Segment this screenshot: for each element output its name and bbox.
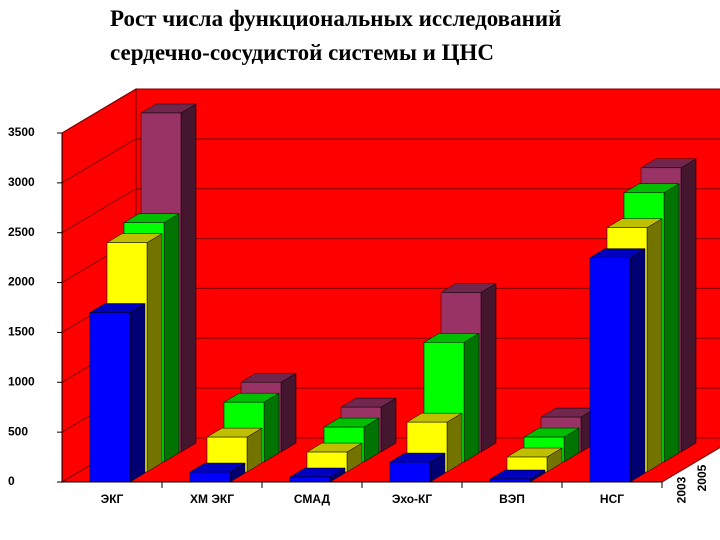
depth-label: 2003 — [674, 476, 688, 503]
bar — [289, 476, 331, 483]
y-tick-label: 3000 — [8, 175, 35, 189]
bar — [89, 312, 131, 483]
x-tick-label: НСГ — [600, 492, 624, 506]
bar-side — [263, 392, 280, 463]
y-tick-label: 1000 — [8, 374, 35, 388]
y-tick-label: 1500 — [8, 325, 35, 339]
grid-line — [61, 138, 720, 184]
y-tick-label: 0 — [8, 474, 15, 488]
bar — [489, 478, 531, 483]
x-tick-label: ВЭП — [499, 492, 525, 506]
grid-line — [61, 88, 720, 134]
y-tick-label: 2500 — [8, 225, 35, 239]
bar-side — [163, 213, 180, 463]
grid-line — [61, 188, 720, 234]
chart-title: сердечно-сосудистой системы и ЦНС — [110, 40, 494, 65]
bar-side — [180, 103, 197, 453]
depth-label: 2005 — [695, 464, 709, 491]
bar — [189, 471, 231, 483]
x-tick-label: ЭКГ — [101, 492, 124, 506]
y-tick-label: 3500 — [8, 125, 35, 139]
x-tick-label: Эхо-КГ — [392, 492, 433, 506]
bar-side — [463, 332, 480, 463]
x-tick-label: ХМ ЭКГ — [190, 492, 234, 506]
x-tick-label: СМАД — [294, 492, 331, 506]
bar-side — [129, 303, 146, 483]
chart-title: Рост числа функциональных исследований — [110, 6, 561, 31]
back-wall — [136, 89, 720, 438]
bar-side — [680, 158, 697, 453]
bar-side — [446, 412, 463, 473]
bar-side — [629, 248, 646, 483]
bar-side — [663, 183, 680, 463]
bar-side — [280, 372, 297, 453]
bar-side — [480, 283, 497, 453]
bar-side — [146, 233, 163, 473]
bar-side — [646, 218, 663, 473]
bar — [589, 257, 631, 483]
y-tick-label: 500 — [8, 424, 28, 438]
y-tick-label: 2000 — [8, 275, 35, 289]
bar-side — [380, 397, 397, 453]
bar — [389, 461, 431, 483]
bar — [506, 456, 548, 473]
